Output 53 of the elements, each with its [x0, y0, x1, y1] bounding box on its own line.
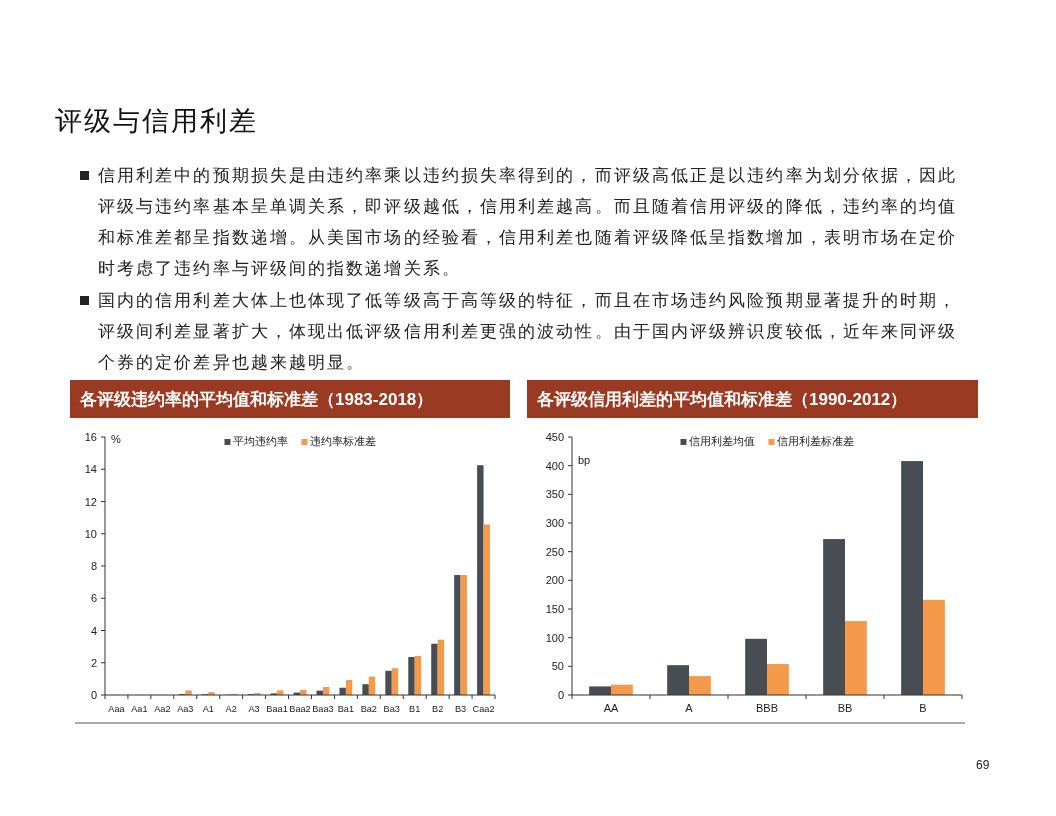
x-tick-label: B3 [454, 704, 467, 714]
y-tick-label: 0 [90, 689, 97, 701]
y-axis-title: bp [578, 454, 591, 466]
x-tick-label: Aaa [108, 704, 126, 714]
y-tick-label: 250 [545, 545, 564, 558]
x-tick-label: B [919, 702, 927, 714]
legend-label: 信用利差标准差 [776, 435, 854, 447]
legend-label: 平均违约率 [232, 435, 288, 447]
y-tick-label: 350 [545, 488, 564, 501]
x-tick-label: Ba2 [360, 704, 377, 714]
y-tick-label: 16 [84, 431, 97, 443]
x-tick-label: AA [603, 702, 619, 714]
x-tick-label: A1 [202, 704, 214, 714]
x-tick-label: Aa3 [177, 704, 194, 714]
x-tick-label: Aa1 [131, 704, 148, 714]
text: 69 [976, 758, 990, 772]
y-tick-label: 200 [545, 574, 564, 587]
y-tick-label: 8 [90, 560, 97, 572]
chart-title: 各评级信用利差的平均值和标准差（1990-2012） [536, 390, 908, 409]
y-tick-label: 150 [545, 603, 564, 615]
x-tick-label: Baa2 [289, 704, 311, 714]
x-tick-label: Aa2 [154, 704, 171, 714]
legend-label: 违约率标准差 [309, 435, 376, 447]
x-tick-label: Caa2 [472, 704, 495, 714]
text: 评级与信用利差 [55, 104, 258, 138]
x-tick-label: Baa1 [266, 704, 288, 714]
x-tick-label: B2 [432, 704, 444, 714]
x-tick-label: A3 [248, 704, 260, 714]
x-tick-label: Ba3 [383, 704, 400, 714]
y-tick-label: 2 [90, 656, 97, 669]
y-tick-label: 100 [545, 631, 564, 644]
y-tick-label: 10 [84, 527, 97, 540]
x-tick-label: Baa3 [312, 704, 334, 714]
y-axis-title: % [111, 433, 121, 445]
y-tick-label: 12 [84, 495, 97, 508]
x-tick-label: A [685, 702, 694, 714]
y-tick-label: 400 [545, 459, 564, 472]
y-tick-label: 4 [90, 624, 97, 637]
y-tick-label: 450 [545, 431, 564, 443]
x-tick-label: A2 [225, 704, 237, 714]
y-tick-label: 14 [84, 463, 97, 476]
legend-label: 信用利差均值 [688, 435, 755, 447]
chart-title: 各评级违约率的平均值和标准差（1983-2018） [79, 390, 434, 409]
x-tick-label: BB [837, 702, 853, 714]
x-tick-label: B1 [409, 704, 421, 714]
y-tick-label: 0 [557, 689, 564, 701]
x-tick-label: BBB [755, 702, 779, 714]
x-tick-label: Ba1 [337, 704, 355, 714]
y-tick-label: 6 [90, 592, 97, 605]
y-tick-label: 300 [545, 517, 564, 529]
text: 国内的信用利差大体上也体现了低等级高于高等级的特征，而且在市场违约风险预期显著提升的时期，评级间利差显著扩大，体现出低评级信用利差更强的波动性。由于国内评级辨识度较低，近年来同评级个券的定价差异也越来越明显。 [98, 291, 958, 372]
text: 信用利差中的预期损失是由违约率乘以违约损失率得到的，而评级高低正是以违约率为划分依据，因此评级与违约率基本呈单调关系，即评级越低，信用利差越高。而且随着信用评级的降低，违约率的均值和标准差都呈指数递增。从美国市场的经验看，信用利差也随着评级降低呈指数增加，表明市场在定价时考虑了违约率与评级间的指数递增关系。 [98, 166, 958, 278]
y-tick-label: 50 [551, 660, 564, 673]
